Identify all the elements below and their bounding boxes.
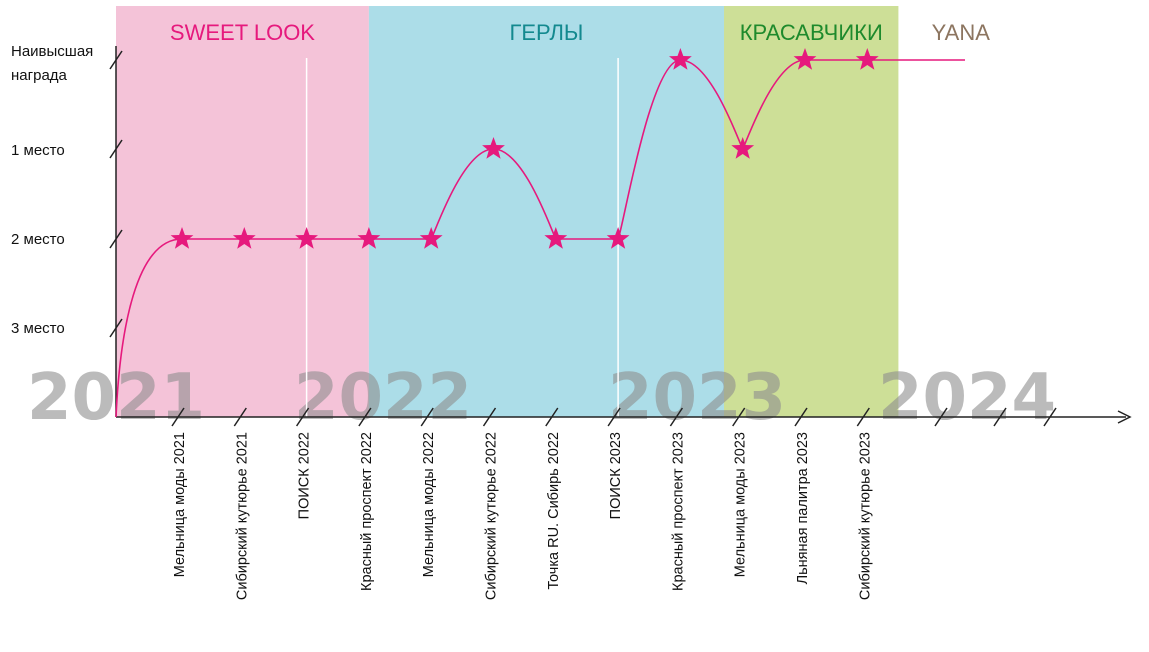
band-label-sweet-look: SWEET LOOK: [170, 20, 315, 45]
x-axis-tick: [545, 407, 559, 427]
y-label-top-award: Наивысшая награда: [11, 43, 93, 84]
star-point-поиск-2022: [295, 227, 318, 249]
y-label-2-место: 2 место: [11, 231, 65, 248]
x-axis-tick: [171, 407, 185, 427]
x-axis-tick: [482, 407, 497, 427]
x-axis-tick: [934, 407, 948, 427]
x-label-красный-проспект-2023: Красный проспект 2023: [670, 432, 686, 591]
x-axis-tick: [856, 407, 870, 427]
star-point-мельница-моды-2022: [419, 227, 443, 249]
star-point-сибирский-кутюрье-2023: [855, 48, 879, 70]
star-point-красный-проспект-2023: [669, 48, 692, 70]
x-label-поиск-2022: ПОИСК 2022: [297, 432, 313, 519]
x-label-layer: Мельница моды 2021 Сибирский кутюрье 2021…: [172, 432, 873, 600]
star-point-поиск-2023: [606, 227, 630, 249]
y-axis-tick: [109, 139, 123, 159]
x-axis-tick: [233, 407, 247, 427]
x-axis-arrow: [1117, 410, 1132, 424]
y-axis-tick: [109, 50, 123, 70]
x-label-поиск-2023: ПОИСК 2023: [608, 432, 624, 519]
x-axis-tick: [358, 407, 372, 427]
y-label-1-место: 1 место: [11, 142, 65, 159]
band-yana: [898, 6, 1024, 417]
star-point-мельница-моды-2023: [731, 137, 755, 159]
axes-layer: [109, 46, 1132, 427]
star-point-точка-ru-сибирь-2022: [544, 227, 568, 249]
x-label-сибирский-кутюрье-2021: Сибирский кутюрье 2021: [234, 432, 250, 600]
y-axis-tick: [109, 229, 123, 249]
band-label-красавчики: КРАСАВЧИКИ: [740, 20, 883, 45]
x-axis-tick: [420, 407, 434, 427]
x-label-мельница-моды-2023: Мельница моды 2023: [733, 432, 749, 577]
y-label-top-award-line: награда: [11, 67, 68, 84]
x-axis-tick: [1043, 407, 1057, 427]
star-layer: [170, 48, 879, 249]
star-point-сибирский-кутюрье-2022: [482, 137, 505, 159]
band-sweet-look: [116, 6, 369, 417]
x-label-сибирский-кутюрье-2023: Сибирский кутюрье 2023: [857, 432, 873, 600]
y-label-layer: 3 место 2 место 1 место Наивысшая награда: [11, 43, 93, 337]
year-label-2022: 2022: [294, 361, 472, 435]
x-label-льняная-палитра-2023: Льняная палитра 2023: [795, 432, 811, 584]
x-axis-tick: [295, 407, 310, 427]
band-layer: SWEET LOOK ГЕРЛЫ КРАСАВЧИКИ YANA: [116, 6, 1024, 417]
year-label-2023: 2023: [608, 361, 786, 435]
year-label-2024: 2024: [878, 361, 1056, 435]
star-point-красный-проспект-2022: [357, 227, 381, 249]
star-point-сибирский-кутюрье-2021: [232, 227, 256, 249]
x-axis-tick: [669, 407, 684, 427]
x-label-сибирский-кутюрье-2022: Сибирский кутюрье 2022: [484, 432, 500, 600]
x-label-мельница-моды-2022: Мельница моды 2022: [421, 432, 437, 577]
band-label-герлы: ГЕРЛЫ: [509, 20, 583, 45]
x-axis-tick: [794, 407, 808, 427]
y-label-3-место: 3 место: [11, 320, 65, 337]
x-axis-tick: [607, 407, 621, 427]
y-label-top-award-line: Наивысшая: [11, 43, 93, 60]
y-axis-tick: [109, 318, 123, 338]
x-label-точка-ru-сибирь-2022: Точка RU. Сибирь 2022: [546, 432, 562, 590]
band-label-yana: YANA: [932, 20, 991, 45]
band-красавчики: [724, 6, 899, 417]
x-label-мельница-моды-2021: Мельница моды 2021: [172, 432, 188, 577]
star-point-мельница-моды-2021: [170, 227, 194, 249]
x-axis-tick: [993, 407, 1007, 427]
x-axis-tick: [732, 407, 746, 427]
star-point-льняная-палитра-2023: [793, 48, 817, 70]
x-label-красный-проспект-2022: Красный проспект 2022: [359, 432, 375, 591]
band-герлы: [368, 6, 725, 417]
